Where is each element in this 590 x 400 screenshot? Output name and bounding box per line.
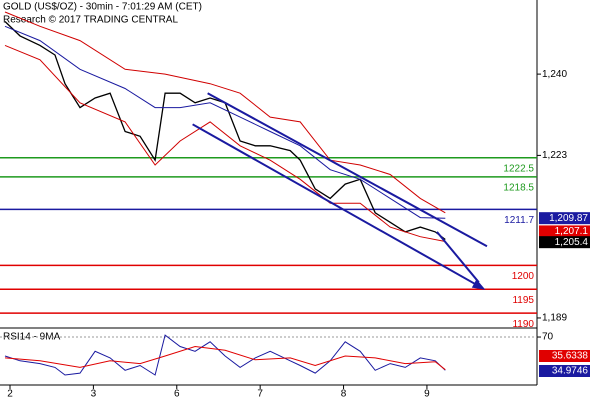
y-tick-label: 70 xyxy=(542,332,554,343)
y-tick-label: 1,223 xyxy=(542,150,567,161)
level-label: 1222.5 xyxy=(503,163,534,174)
value-tag xyxy=(539,212,590,225)
value-tag xyxy=(539,350,590,362)
value-tag xyxy=(539,365,590,377)
y-tick-label: 1,189 xyxy=(542,313,567,324)
value-tag xyxy=(539,236,590,249)
level-label: 1200 xyxy=(512,271,535,282)
arrow-head xyxy=(471,279,486,290)
level-label: 1211.7 xyxy=(504,215,534,226)
x-tick-label: 8 xyxy=(341,389,347,400)
x-tick-label: 3 xyxy=(91,389,97,400)
series-line xyxy=(4,11,446,214)
level-label: 1195 xyxy=(512,295,534,306)
series-line xyxy=(4,345,446,371)
chart-title: GOLD (US$/OZ) - 30min - 7:01:29 AM (CET) xyxy=(3,2,202,13)
series-line xyxy=(4,44,446,242)
level-label: 1190 xyxy=(512,319,534,330)
value-tag-label: 35.6338 xyxy=(552,351,589,362)
level-label: 1218.5 xyxy=(503,183,534,194)
value-tag-label: 1,205.4 xyxy=(555,237,589,248)
value-tag xyxy=(539,225,590,238)
chart-subtitle: Research © 2017 TRADING CENTRAL xyxy=(3,15,178,26)
series-line xyxy=(4,25,446,219)
value-tag-label: 1,209.87 xyxy=(549,213,588,224)
value-tag-label: 1,207.1 xyxy=(555,226,589,237)
trend-line xyxy=(207,92,488,248)
x-tick-label: 6 xyxy=(174,389,180,400)
x-tick-label: 2 xyxy=(7,389,13,400)
x-tick-label: 7 xyxy=(257,389,263,400)
series-line xyxy=(4,334,446,376)
forecast-arrow xyxy=(436,231,480,283)
y-tick-label: 1,240 xyxy=(542,69,567,80)
panel-title: RSI14 - 9MA xyxy=(3,332,61,343)
value-tag-label: 34.9746 xyxy=(552,366,589,377)
trend-line xyxy=(192,123,484,290)
x-tick-label: 9 xyxy=(424,389,430,400)
